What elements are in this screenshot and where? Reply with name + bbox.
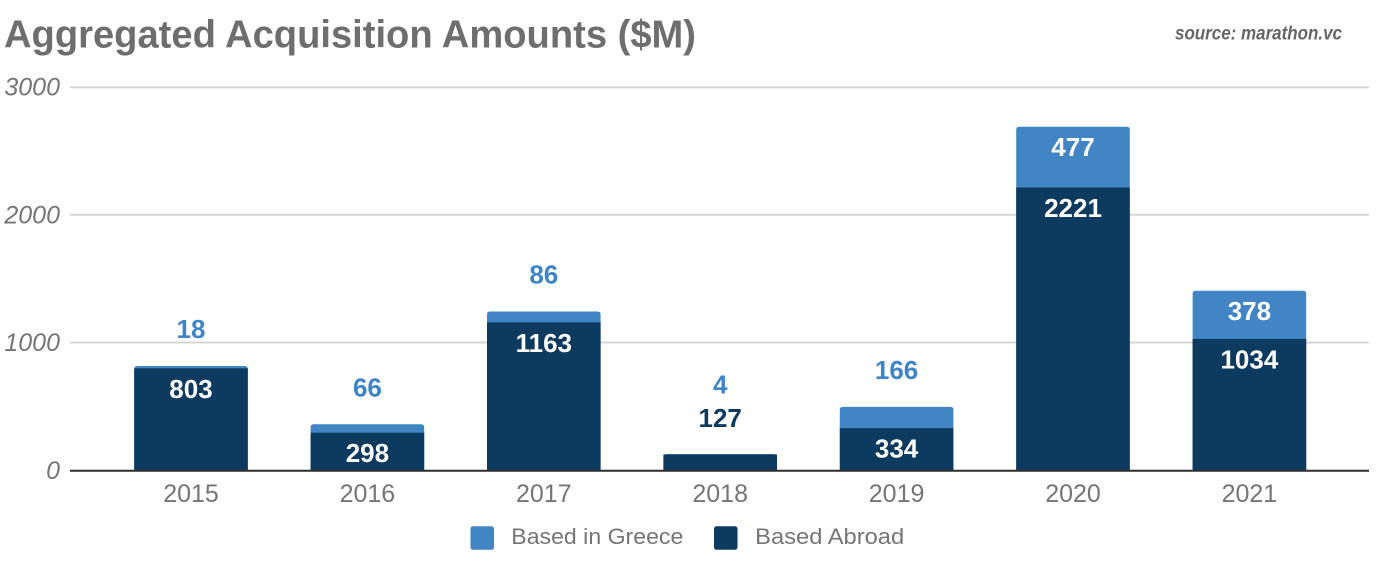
svg-text:334: 334 (875, 434, 919, 464)
svg-text:1163: 1163 (516, 328, 572, 358)
svg-text:2000: 2000 (3, 201, 60, 229)
svg-text:source: marathon.vc: source: marathon.vc (1175, 23, 1342, 44)
svg-text:4: 4 (713, 370, 728, 400)
svg-text:127: 127 (699, 403, 742, 433)
svg-text:378: 378 (1228, 296, 1271, 326)
svg-text:Based Abroad: Based Abroad (755, 524, 904, 549)
svg-text:66: 66 (353, 373, 382, 403)
svg-text:2021: 2021 (1222, 480, 1278, 508)
svg-text:1034: 1034 (1220, 344, 1278, 374)
svg-text:86: 86 (529, 260, 558, 290)
svg-text:166: 166 (875, 355, 918, 385)
svg-text:Based in Greece: Based in Greece (511, 524, 683, 549)
svg-text:2015: 2015 (163, 480, 219, 508)
svg-text:Aggregated Acquisition Amounts: Aggregated Acquisition Amounts ($M) (4, 14, 696, 57)
svg-text:803: 803 (169, 374, 212, 404)
svg-text:2017: 2017 (516, 480, 572, 508)
svg-text:2018: 2018 (692, 480, 748, 508)
svg-text:298: 298 (346, 438, 389, 468)
svg-text:18: 18 (177, 314, 206, 344)
svg-text:0: 0 (46, 457, 60, 485)
svg-text:1000: 1000 (4, 329, 60, 357)
svg-text:477: 477 (1051, 132, 1094, 162)
svg-text:2019: 2019 (869, 480, 925, 508)
svg-text:2020: 2020 (1045, 480, 1101, 508)
svg-text:2221: 2221 (1044, 193, 1102, 223)
svg-text:2016: 2016 (340, 480, 396, 508)
svg-text:3000: 3000 (4, 74, 60, 102)
